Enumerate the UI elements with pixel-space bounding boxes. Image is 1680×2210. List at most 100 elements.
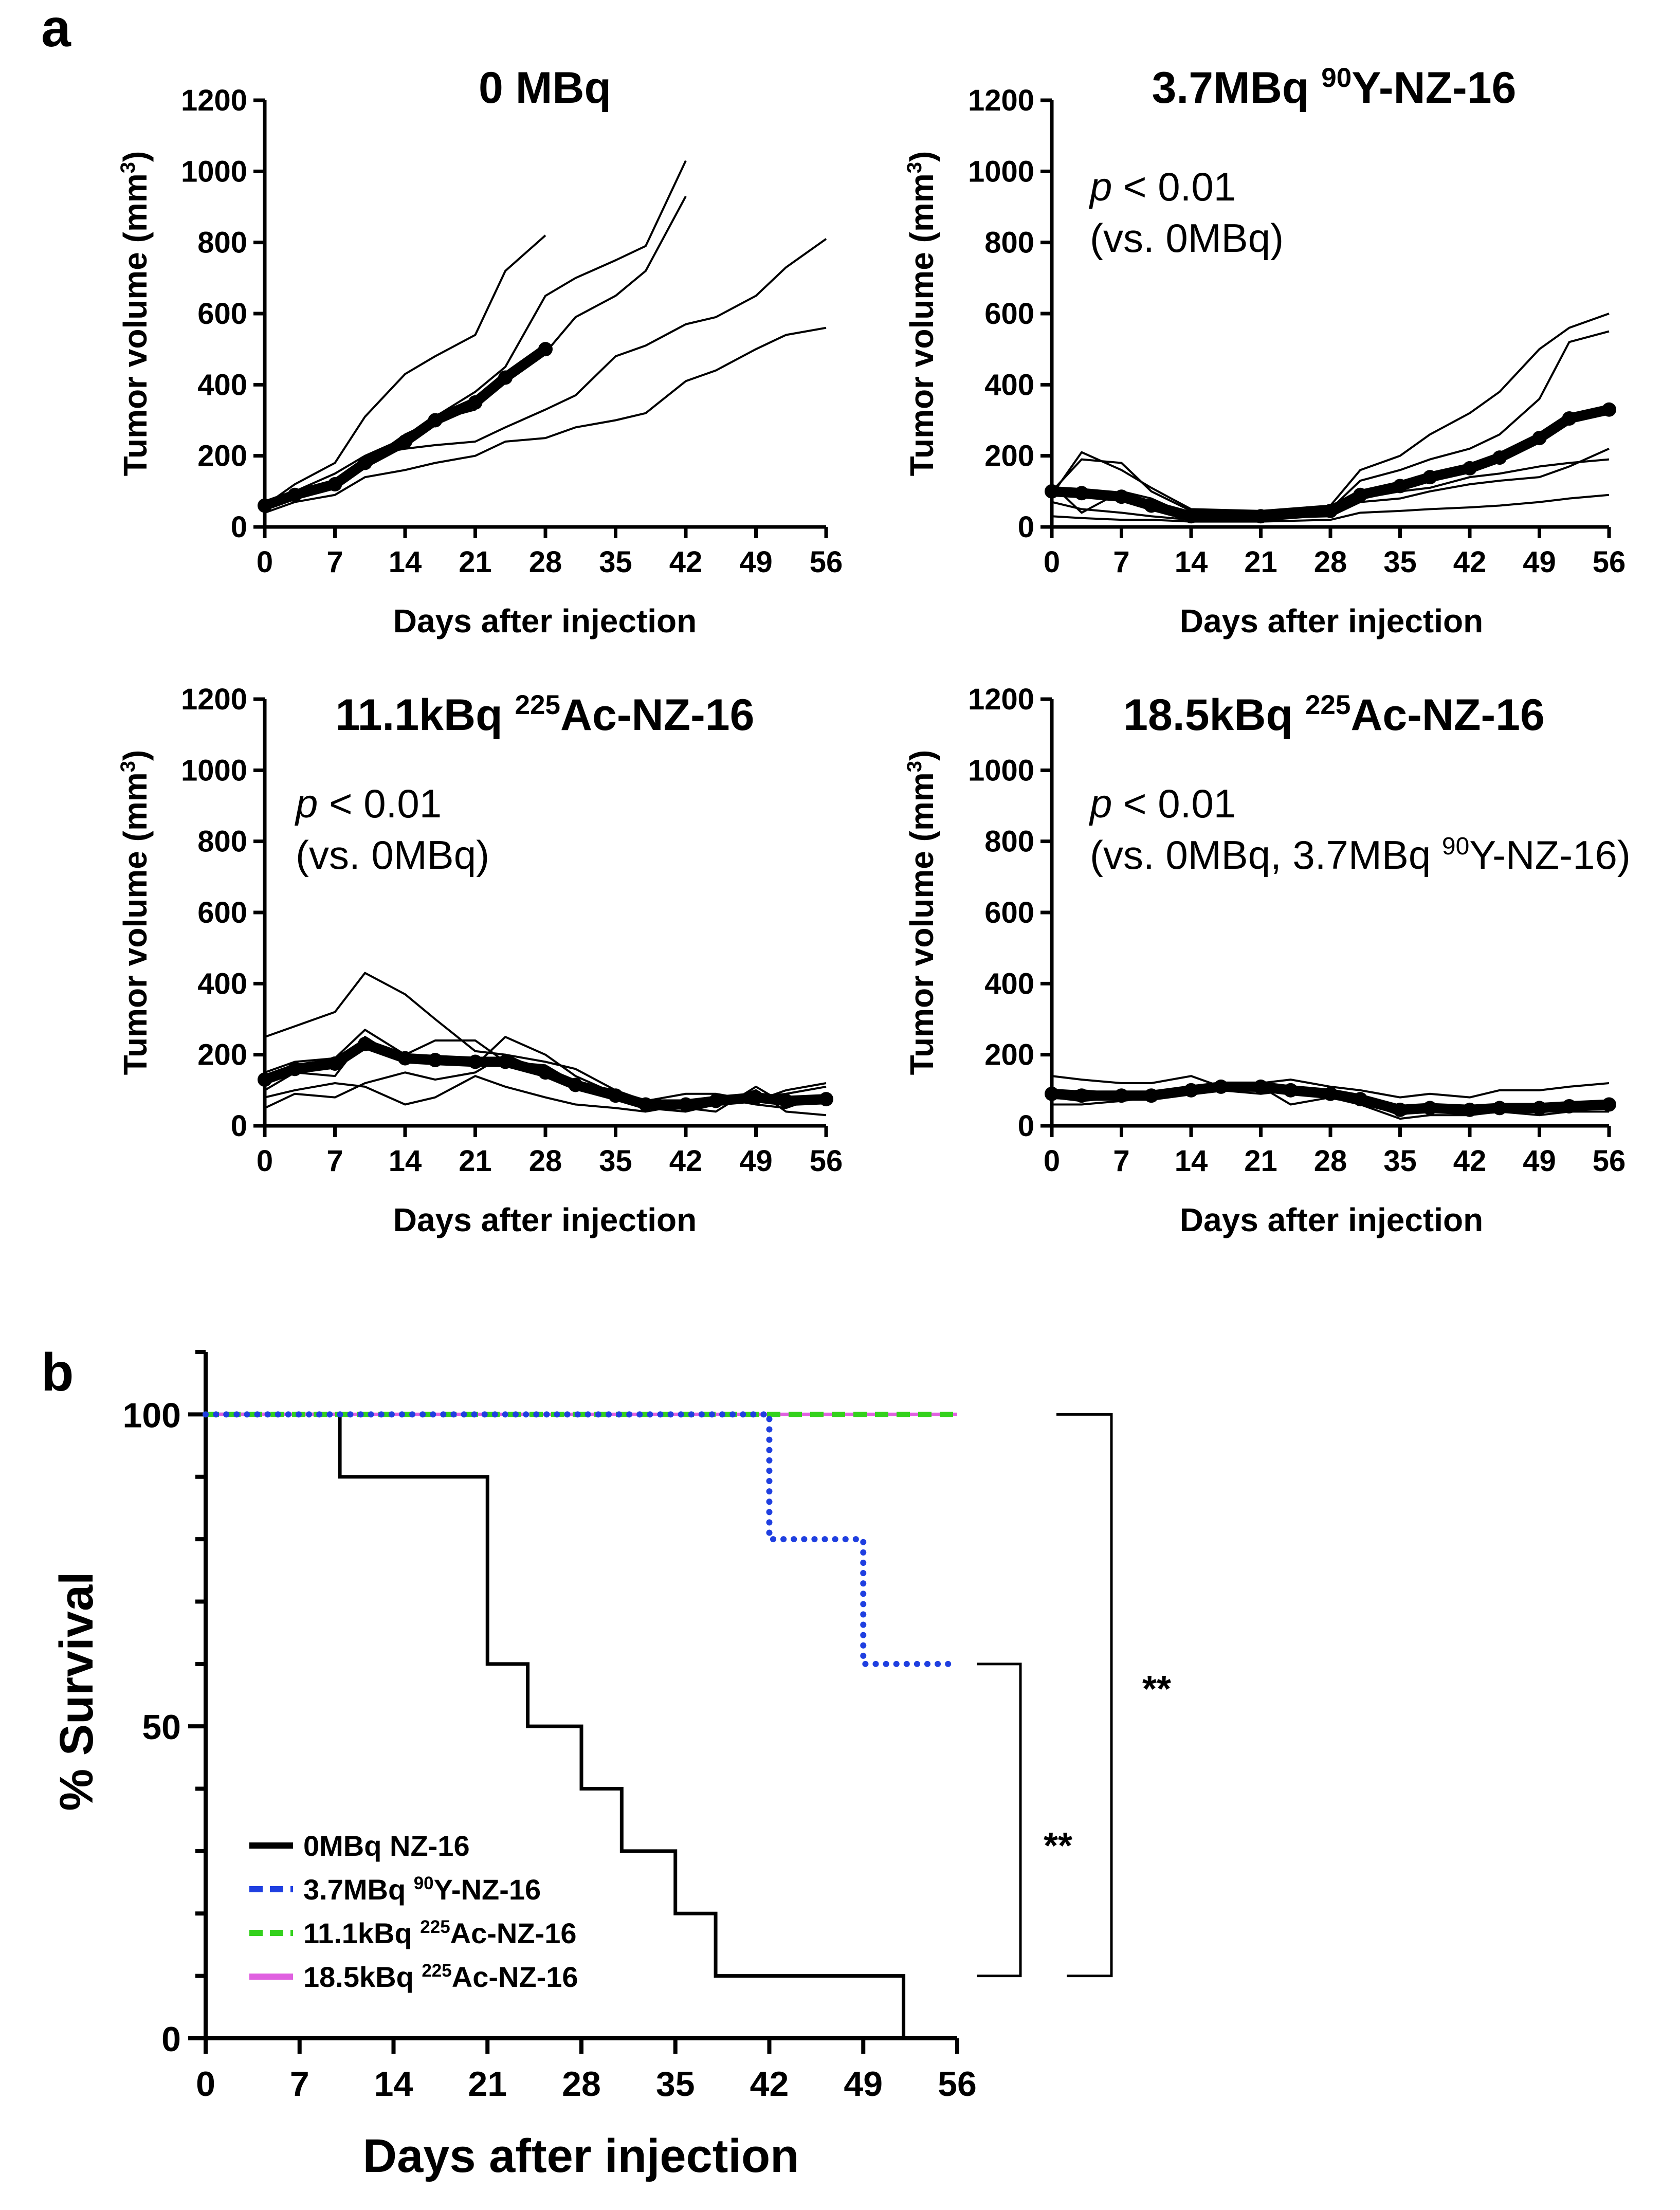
mean-point [1562, 411, 1577, 426]
chart-title: 3.7MBq 90Y-NZ-16 [1152, 63, 1517, 113]
y-tick-label: 600 [984, 297, 1034, 331]
y-tick-label: 200 [197, 1038, 247, 1072]
y-axis-label: % Survival [50, 1572, 103, 1811]
x-axis-label: Days after injection [393, 602, 697, 640]
x-tick-label: 42 [1453, 1144, 1487, 1178]
x-tick-label: 49 [844, 2065, 883, 2104]
y-tick-label: 600 [984, 896, 1034, 929]
p-value-annotation: p < 0.01 [1089, 164, 1236, 209]
mean-point [258, 1072, 272, 1087]
superscript: 90 [1442, 833, 1469, 860]
mean-growth-line [1047, 404, 1614, 522]
mean-point [1463, 1102, 1477, 1117]
x-tick-label: 42 [750, 2065, 789, 2104]
x-tick-label: 28 [529, 1144, 562, 1178]
y-tick-label: 1200 [181, 683, 247, 716]
superscript: 225 [515, 690, 560, 720]
mean-point [1393, 479, 1408, 494]
mean-point [1532, 431, 1547, 446]
text-span: 0MBq NZ-16 [303, 1830, 470, 1862]
x-tick-label: 56 [1593, 545, 1626, 579]
y-tick-label: 400 [197, 967, 247, 1000]
y-axis-label: Tumor volume (mm3) [903, 151, 940, 477]
y-tick-label: 600 [197, 297, 247, 331]
x-tick-label: 7 [1113, 545, 1129, 579]
mean-point [1144, 1088, 1159, 1103]
mean-point [1323, 1086, 1338, 1101]
text-span: 18.5kBq [1123, 690, 1305, 740]
mean-point [1422, 1101, 1437, 1116]
x-tick-label: 49 [739, 1144, 773, 1178]
mean-point [498, 1054, 513, 1069]
superscript: 3 [117, 162, 139, 173]
p-value-annotation: p < 0.01 [295, 781, 442, 826]
y-tick-label: 200 [984, 1038, 1034, 1072]
legend-label: 11.1kBq 225Ac-NZ-16 [303, 1917, 577, 1949]
y-tick-label: 1200 [968, 683, 1034, 716]
legend: 0MBq NZ-16 3.7MBq 90Y-NZ-16 11.1kBq 225Ac-… [249, 1830, 578, 1993]
p-italic: p [1089, 164, 1112, 209]
text-span: 11.1kBq [336, 690, 515, 740]
mean-point [327, 1056, 342, 1071]
mean-point [258, 498, 272, 513]
superscript: 3 [903, 761, 926, 772]
x-tick-label: 0 [1044, 1144, 1060, 1178]
x-tick-label: 49 [1523, 1144, 1556, 1178]
y-tick-label: 800 [984, 226, 1034, 260]
significance-label: ** [1044, 1825, 1072, 1867]
text-span: (vs. 0MBq) [296, 832, 489, 878]
mean-point [398, 1051, 412, 1066]
text-span: 3.7MBq [303, 1873, 414, 1906]
text-span: 3.7MBq [1152, 63, 1322, 113]
x-tick-label: 49 [1523, 545, 1556, 579]
x-tick-label: 14 [1175, 545, 1208, 579]
comparison-annotation: (vs. 0MBq) [296, 832, 489, 878]
superscript: 225 [422, 1961, 451, 1981]
text-span: Ac-NZ-16 [1350, 690, 1545, 740]
text-span: Tumor volume (mm [903, 173, 940, 476]
text-span: Tumor volume (mm [117, 173, 154, 476]
mean-point [1463, 461, 1477, 476]
legend-label: 3.7MBq 90Y-NZ-16 [303, 1873, 541, 1906]
mean-point [538, 342, 553, 357]
y-tick-label: 800 [197, 226, 247, 260]
x-tick-label: 0 [196, 2065, 215, 2104]
text-span: Y-NZ-16) [1469, 832, 1631, 878]
p-italic: p [295, 781, 318, 826]
superscript: 225 [420, 1917, 450, 1937]
y-tick-label: 400 [984, 967, 1034, 1000]
x-tick-label: 35 [1383, 1144, 1417, 1178]
text-span: ) [903, 750, 940, 761]
y-tick-label: 800 [197, 825, 247, 859]
mean-point [1393, 1102, 1408, 1117]
text-span: Ac-NZ-16 [450, 1917, 577, 1949]
chart-title: 18.5kBq 225Ac-NZ-16 [1123, 690, 1545, 740]
individual-growth-line [1051, 330, 1610, 514]
y-axis-label: Tumor volume (mm3) [903, 750, 940, 1075]
mean-point [287, 487, 302, 502]
chart-title: 11.1kBq 225Ac-NZ-16 [336, 690, 755, 740]
mean-point [1492, 1101, 1507, 1116]
mean-point [1602, 1097, 1616, 1112]
x-tick-label: 56 [938, 2065, 977, 2104]
text-span: Tumor volume (mm [903, 772, 940, 1075]
x-tick-label: 7 [290, 2065, 309, 2104]
text-span: (vs. 0MBq, 3.7MBq [1090, 832, 1442, 878]
y-tick-label: 1200 [181, 84, 247, 117]
mean-point [1045, 484, 1059, 499]
survival-curve [206, 1412, 906, 2038]
y-tick-label: 0 [1018, 510, 1034, 544]
y-tick-label: 200 [197, 440, 247, 473]
y-tick-label: 800 [984, 825, 1034, 859]
y-tick-label: 200 [984, 440, 1034, 473]
p-value-text: < 0.01 [1112, 781, 1236, 826]
mean-point [1492, 450, 1507, 465]
text-span: Tumor volume (mm [117, 772, 154, 1075]
x-tick-label: 0 [257, 1144, 273, 1178]
mean-point [1214, 1079, 1229, 1094]
mean-point [568, 1077, 583, 1092]
y-tick-label: 0 [161, 2020, 181, 2059]
mean-point [398, 434, 412, 449]
x-axis-label: Days after injection [393, 1201, 697, 1238]
x-tick-label: 21 [459, 1144, 492, 1178]
